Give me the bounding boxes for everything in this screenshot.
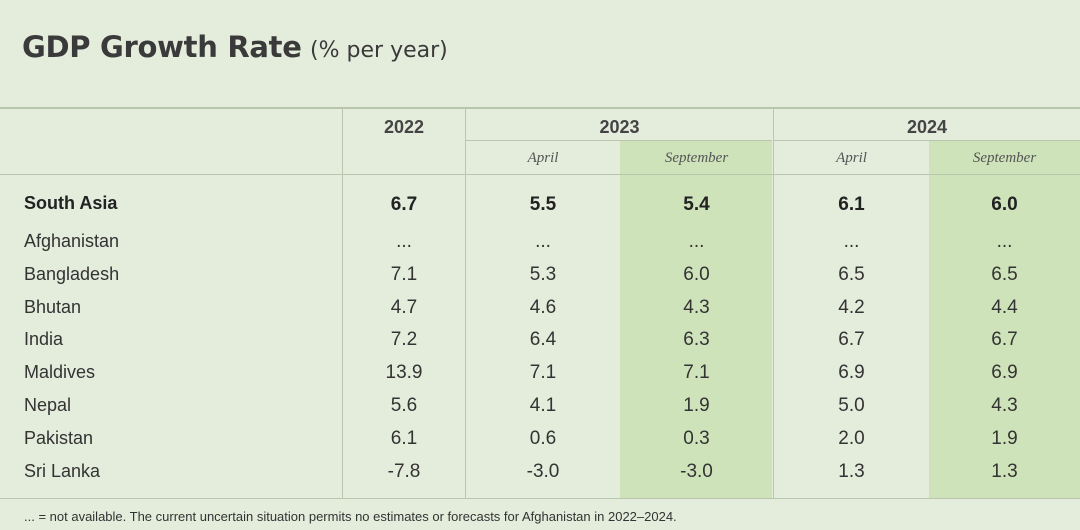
header-2024-september: September: [972, 150, 1037, 166]
row-label: Bangladesh: [24, 264, 120, 284]
table-cell: 2.0: [838, 428, 865, 449]
table-cell: -3.0: [680, 461, 713, 482]
table-cell: 6.0: [991, 194, 1018, 215]
table-cell: ...: [396, 231, 412, 252]
table-cell: ...: [996, 231, 1013, 252]
table-cell: 5.6: [390, 395, 418, 416]
table-cell: 5.5: [529, 194, 557, 215]
year-sub-rule-2024: [774, 140, 1080, 141]
table-cell: -3.0: [526, 461, 560, 482]
table-cell: 6.7: [991, 329, 1018, 350]
table-cell: 6.3: [683, 329, 710, 350]
table-cell: 4.3: [991, 395, 1018, 416]
table-cell: 7.1: [683, 362, 710, 383]
row-label: Bhutan: [24, 297, 82, 317]
table-cell: 5.3: [529, 264, 557, 285]
table-cell: ...: [535, 231, 551, 252]
table-cell: 6.9: [991, 362, 1018, 383]
table-cell: 4.2: [838, 297, 865, 318]
table-cell: -7.8: [387, 461, 421, 482]
table-cell: 4.4: [991, 297, 1018, 318]
table-cell: 6.5: [991, 264, 1018, 285]
title-unit: (% per year): [310, 38, 448, 63]
row-label: South Asia: [24, 193, 118, 213]
header-year-2022: 2022: [383, 117, 425, 137]
table-cell: 4.3: [683, 297, 710, 318]
table-cell: 4.1: [529, 395, 557, 416]
table-cell: 6.4: [529, 329, 557, 350]
year-sub-rule-2023: [466, 140, 772, 141]
table-cell: 4.6: [529, 297, 557, 318]
table-cell: 7.1: [390, 264, 418, 285]
col-divider-2023: [773, 109, 774, 498]
footnote: ... = not available. The current uncerta…: [24, 509, 677, 524]
table-cell: 1.3: [838, 461, 865, 482]
table-cell: ...: [688, 231, 705, 252]
row-label: Nepal: [24, 395, 72, 415]
row-label: Pakistan: [24, 428, 94, 448]
table-cell: 4.7: [390, 297, 418, 318]
table-cell: 5.0: [838, 395, 865, 416]
table-cell: 6.7: [390, 194, 418, 215]
row-label: Sri Lanka: [24, 461, 101, 481]
col-divider-label: [342, 109, 343, 498]
header-2023-september: September: [664, 150, 729, 166]
row-label: Afghanistan: [24, 231, 120, 251]
header-2024-april: April: [836, 150, 867, 166]
table-cell: 13.9: [385, 362, 423, 383]
table-cell: 1.9: [991, 428, 1018, 449]
table-cell: 7.1: [529, 362, 557, 383]
table-cell: 7.2: [390, 329, 418, 350]
row-label: Maldives: [24, 362, 96, 382]
table-cell: 6.1: [390, 428, 418, 449]
table-cell: 5.4: [683, 194, 710, 215]
col-divider-2022: [465, 109, 466, 498]
table-cell: 6.1: [838, 194, 865, 215]
table-cell: 6.7: [838, 329, 865, 350]
table-cell: 1.3: [991, 461, 1018, 482]
title-main: GDP Growth Rate: [22, 30, 302, 64]
header-2023-april: April: [527, 150, 559, 166]
table-cell: 6.0: [683, 264, 710, 285]
table-cell: 0.3: [683, 428, 710, 449]
header-year-2023: 2023: [599, 117, 640, 137]
highlight-2024-september: [929, 140, 1080, 498]
highlight-2023-september: [620, 140, 772, 498]
header-bottom-rule: [0, 174, 1080, 175]
table-cell: 1.9: [683, 395, 710, 416]
table-cell: 6.5: [838, 264, 865, 285]
page-title: GDP Growth Rate (% per year): [22, 30, 448, 64]
header-year-2024: 2024: [906, 117, 948, 137]
table-top-rule: [0, 107, 1080, 109]
table-cell: 0.6: [529, 428, 557, 449]
table-cell: 6.9: [838, 362, 865, 383]
table-bottom-rule: [0, 498, 1080, 499]
row-label: India: [24, 329, 64, 349]
table-cell: ...: [843, 231, 860, 252]
